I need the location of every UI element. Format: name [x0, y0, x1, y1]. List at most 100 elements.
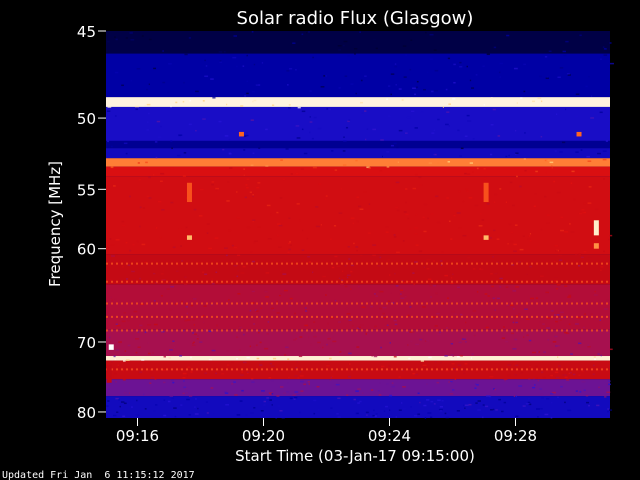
noise-cell	[350, 217, 355, 219]
noise-cell	[110, 244, 115, 246]
noise-cell	[372, 414, 375, 417]
noise-cell	[350, 270, 353, 273]
noise-cell	[525, 318, 530, 320]
noise-cell	[300, 390, 304, 392]
noise-cell	[145, 161, 148, 164]
noise-cell	[320, 224, 323, 226]
noise-cell	[204, 59, 206, 62]
noise-cell	[493, 46, 497, 49]
noise-cell	[467, 120, 472, 122]
noise-cell	[554, 335, 558, 338]
noise-cell	[440, 264, 443, 266]
noise-cell	[472, 138, 475, 140]
noise-cell	[121, 401, 125, 403]
noise-cell	[348, 119, 351, 122]
noise-cell	[183, 284, 188, 286]
noise-cell	[427, 278, 432, 280]
noise-cell	[477, 400, 481, 402]
noise-cell	[528, 235, 531, 237]
noise-cell	[153, 67, 157, 70]
noise-cell	[431, 90, 434, 93]
noise-cell	[553, 180, 556, 183]
noise-cell	[430, 400, 434, 403]
noise-cell	[550, 393, 554, 395]
noise-cell	[110, 296, 112, 299]
noise-cell	[198, 350, 202, 352]
noise-cell	[163, 414, 167, 417]
noise-cell	[287, 251, 290, 254]
noise-cell	[204, 273, 208, 275]
noise-cell	[141, 243, 146, 246]
noise-cell	[414, 233, 418, 235]
noise-cell	[445, 416, 449, 419]
noise-cell	[118, 399, 120, 401]
noise-cell	[311, 137, 314, 140]
noise-cell	[408, 357, 411, 360]
noise-cell	[546, 222, 550, 224]
noise-cell	[183, 81, 185, 84]
noise-cell	[356, 412, 359, 415]
noise-cell	[433, 260, 435, 262]
noise-cell	[520, 371, 524, 374]
noise-cell	[361, 112, 364, 114]
noise-cell	[171, 147, 173, 150]
noise-cell	[185, 392, 189, 394]
noise-cell	[431, 132, 435, 134]
noise-cell	[410, 110, 415, 113]
noise-cell	[423, 230, 427, 233]
noise-cell	[188, 123, 192, 126]
noise-cell	[245, 184, 248, 186]
noise-cell	[122, 360, 126, 362]
noise-cell	[445, 370, 449, 372]
noise-cell	[264, 347, 269, 350]
noise-cell	[125, 152, 128, 155]
noise-cell	[566, 379, 570, 381]
noise-cell	[268, 376, 272, 379]
noise-cell	[366, 128, 369, 130]
noise-cell	[149, 371, 153, 374]
noise-cell	[394, 65, 398, 68]
noise-cell	[515, 364, 519, 367]
noise-cell	[378, 394, 382, 396]
noise-cell	[139, 324, 143, 327]
noise-cell	[565, 332, 570, 335]
noise-cell	[306, 237, 309, 240]
noise-cell	[524, 308, 528, 310]
noise-cell	[330, 376, 333, 379]
noise-cell	[605, 140, 608, 142]
noise-cell	[115, 323, 118, 325]
noise-cell	[396, 354, 398, 357]
noise-cell	[142, 207, 146, 209]
noise-cell	[110, 166, 114, 169]
noise-cell	[259, 341, 262, 344]
noise-cell	[296, 361, 298, 363]
noise-cell	[558, 317, 561, 320]
noise-cell	[454, 378, 456, 380]
noise-cell	[233, 381, 236, 383]
noise-cell	[228, 138, 231, 141]
noise-cell	[575, 390, 578, 392]
noise-cell	[147, 342, 150, 344]
noise-cell	[537, 416, 539, 418]
noise-cell	[409, 68, 412, 71]
noise-cell	[479, 268, 481, 270]
noise-cell	[456, 356, 461, 358]
noise-cell	[492, 256, 494, 258]
noise-cell	[289, 297, 293, 300]
noise-cell	[599, 329, 602, 332]
noise-cell	[608, 238, 610, 241]
noise-cell	[588, 75, 590, 78]
noise-cell	[282, 178, 286, 181]
noise-cell	[257, 226, 261, 228]
noise-cell	[366, 414, 368, 416]
noise-cell	[395, 84, 397, 86]
noise-cell	[246, 54, 248, 57]
noise-cell	[433, 366, 437, 368]
noise-cell	[245, 54, 248, 57]
noise-cell	[330, 407, 333, 409]
noise-cell	[426, 383, 428, 385]
noise-cell	[289, 67, 293, 70]
noise-cell	[602, 46, 605, 48]
noise-cell	[285, 148, 289, 150]
noise-cell	[590, 313, 593, 315]
